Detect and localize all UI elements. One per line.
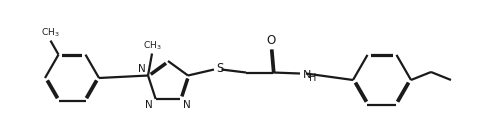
Text: H: H: [309, 73, 316, 82]
Text: N: N: [182, 101, 190, 110]
Text: N: N: [145, 101, 153, 110]
Text: N: N: [137, 64, 145, 74]
Text: CH$_3$: CH$_3$: [41, 26, 60, 39]
Text: S: S: [216, 62, 223, 75]
Text: N: N: [303, 70, 311, 80]
Text: CH$_3$: CH$_3$: [142, 39, 161, 52]
Text: O: O: [266, 34, 275, 47]
